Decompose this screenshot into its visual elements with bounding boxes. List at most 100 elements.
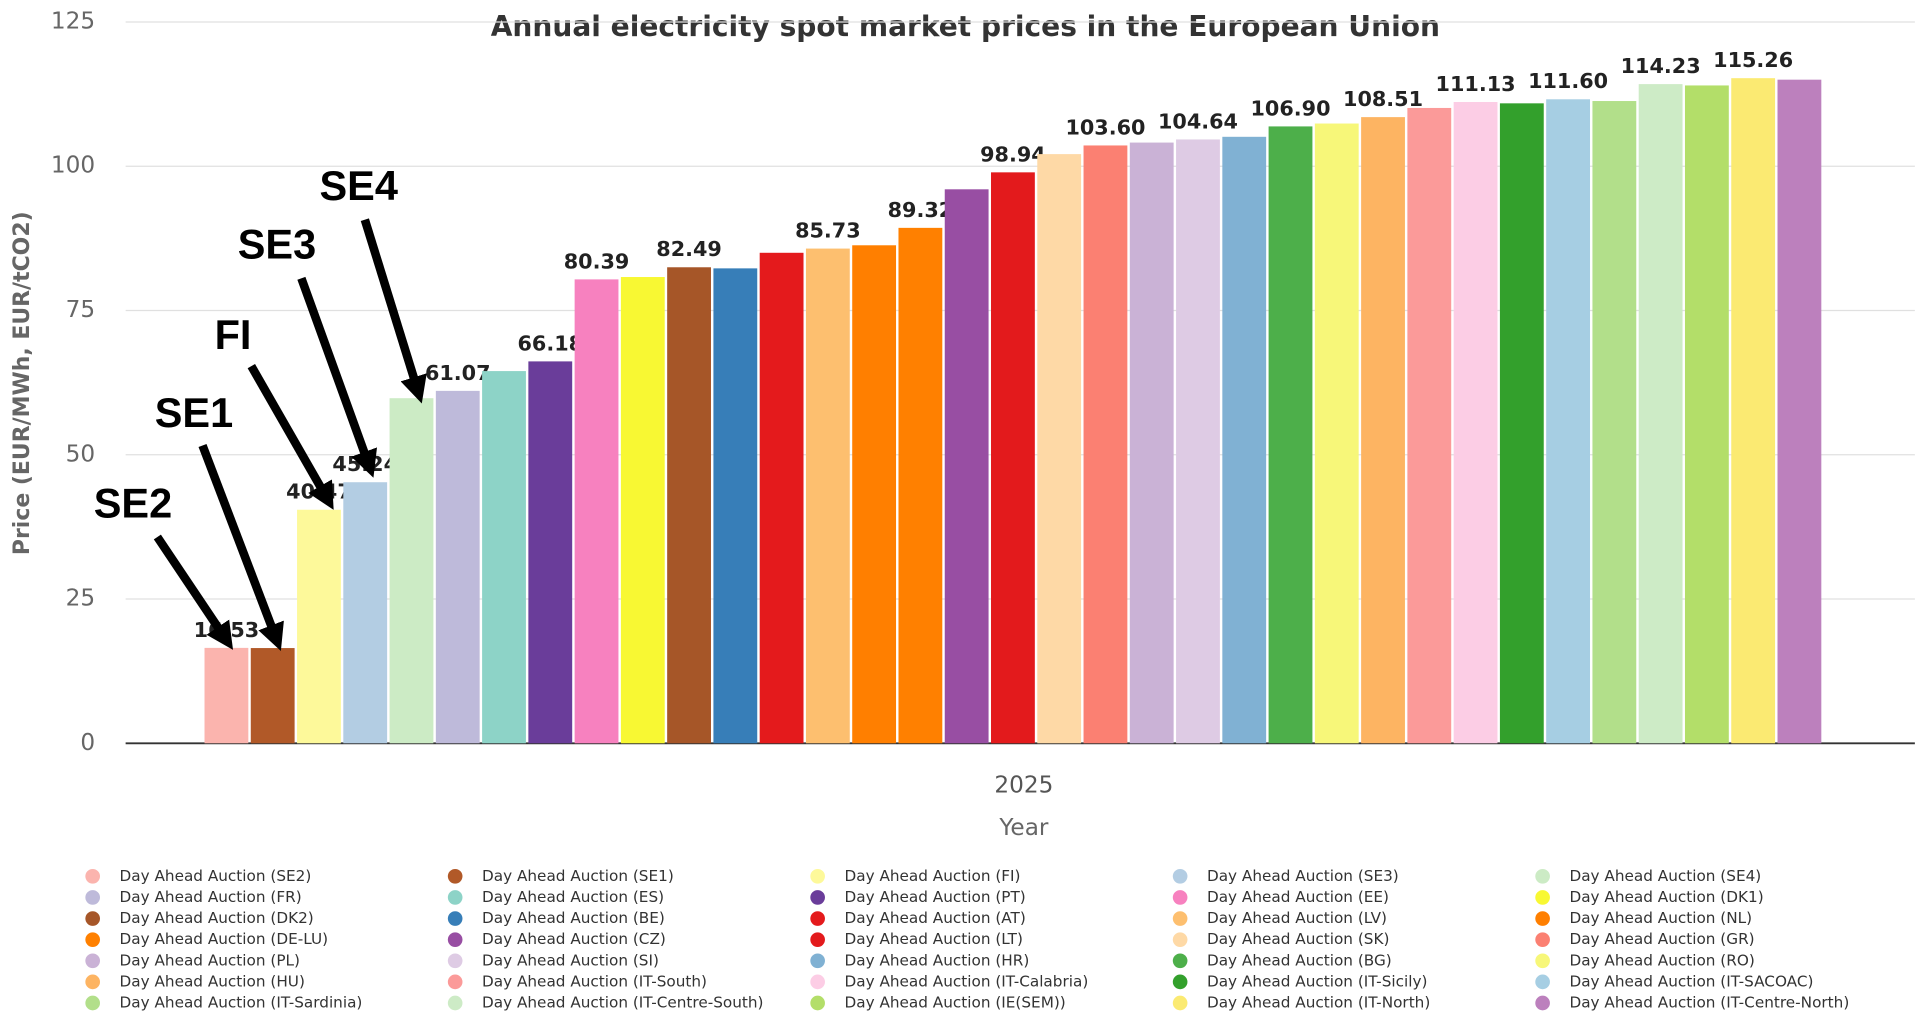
- bar: [574, 279, 619, 744]
- legend-marker: [85, 890, 101, 905]
- bar: [1731, 78, 1776, 744]
- legend-marker: [85, 932, 101, 947]
- legend-marker: [810, 953, 825, 969]
- legend-label: Day Ahead Auction (AT): [844, 909, 1025, 927]
- legend-marker: [85, 974, 101, 990]
- x-tick-label: 2025: [994, 771, 1053, 798]
- bar: [1453, 102, 1498, 744]
- legend-label: Day Ahead Auction (SE3): [1207, 867, 1399, 885]
- legend-label: Day Ahead Auction (SI): [482, 951, 659, 969]
- bar: [991, 172, 1035, 744]
- annotation-arrow: [198, 443, 284, 651]
- data-label: 98.94: [980, 142, 1046, 166]
- legend-label: Day Ahead Auction (CZ): [482, 930, 666, 948]
- data-label: 61.07: [425, 361, 491, 385]
- legend-label: Day Ahead Auction (IT-Sardinia): [120, 993, 363, 1011]
- bar: [297, 509, 341, 744]
- bar: [1129, 142, 1174, 744]
- bar: [250, 648, 295, 744]
- legend-marker: [810, 911, 825, 926]
- legend-marker: [85, 868, 101, 884]
- bar: [1592, 101, 1637, 744]
- legend-label: Day Ahead Auction (SE4): [1569, 867, 1761, 885]
- data-label: 114.23: [1621, 54, 1701, 78]
- bar: [389, 398, 434, 744]
- y-tick-label: 25: [66, 585, 96, 612]
- legend-marker: [1535, 995, 1550, 1011]
- legend-marker: [1535, 953, 1550, 969]
- legend-label: Day Ahead Auction (HU): [120, 972, 305, 990]
- bar: [1684, 85, 1729, 744]
- bar: [528, 361, 573, 744]
- y-tick-label: 50: [66, 440, 96, 467]
- bar: [1314, 123, 1359, 744]
- bar: [1176, 139, 1220, 744]
- y-tick-label: 125: [51, 7, 95, 34]
- data-label: 103.60: [1065, 115, 1145, 139]
- legend-label: Day Ahead Auction (DK2): [120, 909, 314, 927]
- data-label: 115.26: [1713, 48, 1793, 72]
- legend-label: Day Ahead Auction (LT): [844, 930, 1022, 948]
- legend-label: Day Ahead Auction (DK1): [1569, 888, 1763, 906]
- bar: [343, 482, 388, 744]
- annotation: SE1: [155, 389, 233, 436]
- legend-label: Day Ahead Auction (IT-Sicily): [1207, 972, 1427, 990]
- bar: [759, 252, 804, 744]
- legend-marker: [1535, 911, 1550, 926]
- data-label: 104.64: [1158, 109, 1238, 133]
- legend-label: Day Ahead Auction (ES): [482, 888, 664, 906]
- data-label: 82.49: [656, 237, 722, 261]
- data-label: 111.13: [1436, 72, 1516, 96]
- legend-marker: [810, 932, 825, 947]
- legend-label: Day Ahead Auction (IT-South): [482, 972, 707, 990]
- legend-label: Day Ahead Auction (IT-North): [1207, 993, 1430, 1011]
- legend-label: Day Ahead Auction (PL): [120, 951, 300, 969]
- legend-label: Day Ahead Auction (FI): [844, 867, 1020, 885]
- legend-marker: [447, 890, 463, 905]
- bar: [482, 371, 526, 744]
- annotation-arrow: [247, 364, 334, 510]
- data-label: 106.90: [1250, 96, 1330, 120]
- data-label: 111.60: [1528, 69, 1608, 93]
- annotation: FI: [215, 311, 252, 358]
- annotation-arrow: [153, 534, 234, 650]
- data-label: 108.51: [1343, 87, 1423, 111]
- legend-label: Day Ahead Auction (LV): [1207, 909, 1387, 927]
- data-label: 80.39: [564, 249, 630, 273]
- y-tick-label: 75: [66, 296, 96, 323]
- legend-marker: [447, 995, 463, 1011]
- bar: [1546, 99, 1591, 744]
- legend-label: Day Ahead Auction (BE): [482, 909, 665, 927]
- bar: [620, 277, 665, 744]
- annotation: SE4: [320, 162, 398, 209]
- legend-label: Day Ahead Auction (SE1): [482, 867, 674, 885]
- legend-marker: [447, 868, 463, 884]
- bar: [667, 267, 711, 744]
- annotation-arrow: [297, 276, 378, 478]
- bar: [713, 268, 758, 744]
- legend-label: Day Ahead Auction (FR): [120, 888, 302, 906]
- y-axis-label: Price (EUR/MWh, EUR/tCO2): [10, 211, 35, 555]
- legend-marker: [1172, 890, 1188, 905]
- legend-label: Day Ahead Auction (IT-Centre-North): [1569, 993, 1849, 1011]
- legend-marker: [810, 868, 825, 884]
- legend-marker: [1172, 974, 1188, 990]
- legend-marker: [810, 995, 825, 1011]
- data-label: 66.18: [517, 331, 583, 355]
- annotation-arrow: [360, 218, 427, 404]
- legend-label: Day Ahead Auction (DE-LU): [120, 930, 329, 948]
- legend-marker: [810, 974, 825, 990]
- legend-marker: [85, 995, 101, 1011]
- bar: [898, 227, 943, 744]
- legend-marker: [1535, 868, 1550, 884]
- bar: [1361, 117, 1405, 744]
- legend-label: Day Ahead Auction (PT): [844, 888, 1025, 906]
- legend-label: Day Ahead Auction (BG): [1207, 951, 1392, 969]
- bar: [1407, 107, 1452, 744]
- legend-marker: [1535, 932, 1550, 947]
- bar: [435, 390, 480, 744]
- bar: [1222, 136, 1267, 744]
- legend-marker: [1535, 890, 1550, 905]
- legend-marker: [447, 911, 463, 926]
- bar: [1268, 126, 1313, 744]
